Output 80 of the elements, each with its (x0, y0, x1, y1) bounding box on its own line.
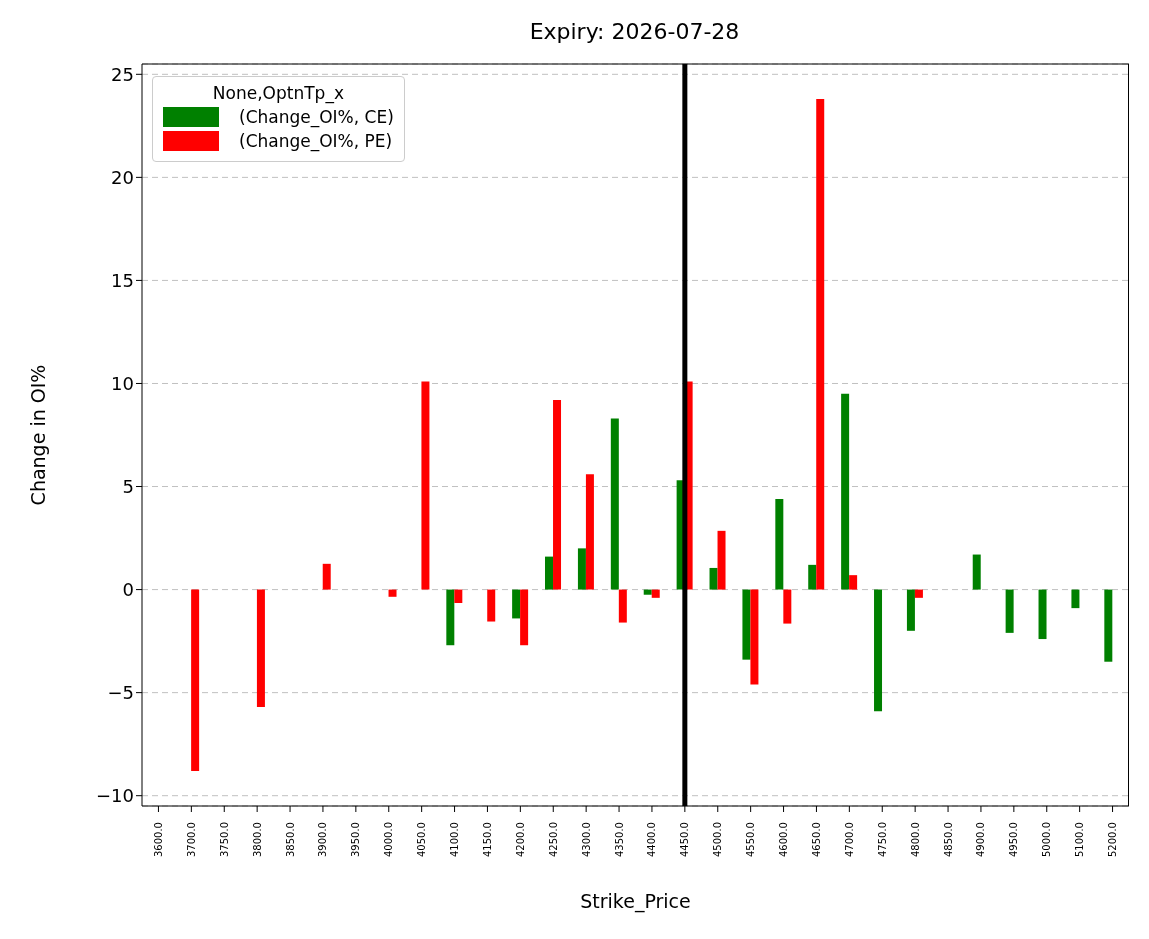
x-tick-label: 5100.0 (1074, 822, 1086, 857)
x-tick-label: 4650.0 (810, 822, 822, 857)
bar (618, 589, 627, 623)
bar (322, 563, 331, 590)
y-tick-label: 0 (122, 578, 134, 600)
y-tick-label: −10 (96, 785, 134, 807)
x-tick-label: 3850.0 (284, 822, 296, 857)
x-tick-label: 5000.0 (1041, 822, 1053, 857)
bar (487, 589, 496, 622)
bar (454, 589, 463, 603)
bar (841, 393, 850, 590)
x-tick-label: 5200.0 (1107, 822, 1119, 857)
x-tick-label: 4900.0 (975, 822, 987, 857)
bar (808, 564, 817, 590)
x-tick-label: 4500.0 (712, 822, 724, 857)
x-tick-label: 3950.0 (350, 822, 362, 857)
x-tick-label: 3900.0 (317, 822, 329, 857)
bar (1104, 589, 1113, 662)
x-tick-label: 4800.0 (909, 822, 921, 857)
x-tick-label: 4100.0 (449, 822, 461, 857)
y-tick-label: 10 (111, 372, 134, 394)
bar (585, 474, 594, 590)
x-tick-label: 3750.0 (218, 822, 230, 857)
bar (446, 589, 455, 646)
x-tick-label: 4750.0 (876, 822, 888, 857)
legend-title: None,OptnTp_x (211, 83, 345, 103)
x-tick-label: 3800.0 (251, 822, 263, 857)
x-tick-label: 4950.0 (1008, 822, 1020, 857)
y-tick-label: 25 (111, 63, 134, 85)
bar (849, 575, 858, 590)
chart-title: Expiry: 2026-07-28 (528, 18, 741, 46)
bar (388, 589, 397, 597)
x-tick-label: 4700.0 (843, 822, 855, 857)
bar (545, 556, 554, 590)
y-tick-label: 5 (122, 475, 134, 497)
x-tick-label: 3700.0 (185, 822, 197, 857)
bar (972, 554, 981, 590)
bar (783, 589, 792, 624)
x-tick-label: 4600.0 (778, 822, 790, 857)
legend-label: (Change_OI%, CE) (239, 107, 394, 127)
bar (256, 589, 265, 708)
bar (191, 589, 200, 771)
x-tick-label: 4550.0 (745, 822, 757, 857)
bar (1038, 589, 1047, 640)
bar (709, 567, 718, 590)
legend-label: (Change_OI%, PE) (239, 131, 393, 151)
bar (553, 399, 562, 590)
bar (742, 589, 751, 660)
x-tick-label: 4150.0 (481, 822, 493, 857)
y-tick-label: −5 (107, 682, 134, 704)
bar (520, 589, 529, 646)
bar (651, 589, 660, 598)
bar (816, 99, 825, 590)
bar (1071, 589, 1080, 609)
x-tick-label: 3600.0 (152, 822, 164, 857)
y-tick-label: 15 (111, 269, 134, 291)
bar (643, 589, 652, 595)
bar (512, 589, 521, 619)
bar (775, 498, 784, 590)
bar (914, 589, 923, 598)
y-tick-label: 20 (111, 166, 134, 188)
x-tick-label: 4400.0 (646, 822, 658, 857)
x-tick-label: 4300.0 (580, 822, 592, 857)
bar (717, 530, 726, 590)
bar (577, 548, 586, 590)
x-axis-title: Strike_Price (580, 890, 691, 913)
bar (421, 381, 430, 590)
bar (1005, 589, 1014, 633)
y-axis-title: Change in OI% (26, 364, 49, 506)
bar (750, 589, 759, 685)
bar (906, 589, 915, 631)
x-tick-label: 4450.0 (679, 822, 691, 857)
bar (874, 589, 883, 712)
x-tick-label: 4200.0 (514, 822, 526, 857)
x-tick-label: 4050.0 (416, 822, 428, 857)
x-tick-label: 4850.0 (942, 822, 954, 857)
bar (610, 418, 619, 590)
x-tick-label: 4350.0 (613, 822, 625, 857)
x-tick-label: 4250.0 (547, 822, 559, 857)
x-tick-label: 4000.0 (383, 822, 395, 857)
